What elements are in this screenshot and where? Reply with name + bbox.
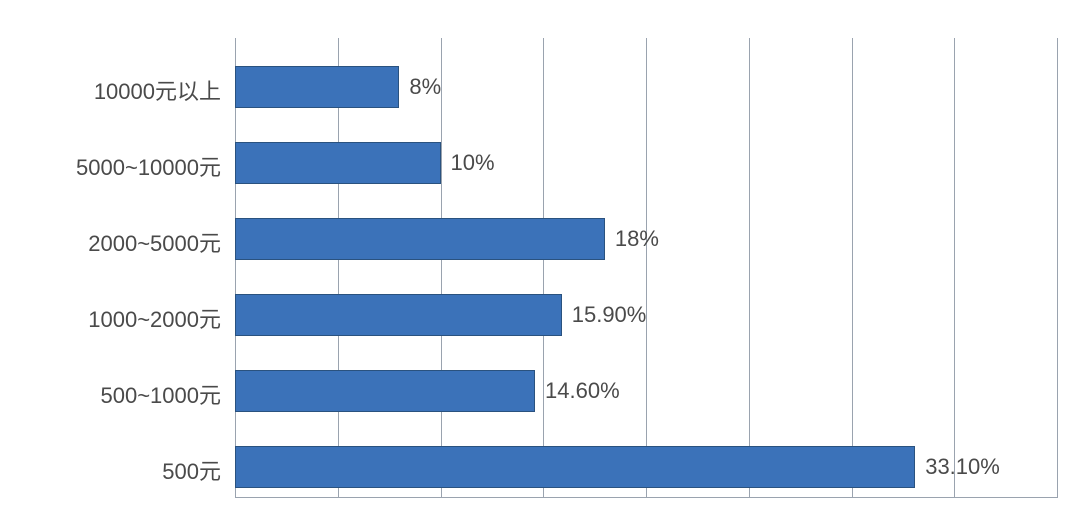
gridline — [543, 38, 544, 498]
bar — [235, 294, 562, 336]
bar-value-label: 10% — [451, 150, 495, 176]
bar — [235, 370, 535, 412]
bar-value-label: 33.10% — [925, 454, 1000, 480]
category-label: 500~1000元 — [0, 378, 221, 410]
bar-value-label: 8% — [409, 74, 441, 100]
category-label: 500元 — [0, 454, 221, 486]
category-label: 10000元以上 — [0, 74, 221, 106]
bar — [235, 142, 441, 184]
gridline — [954, 38, 955, 498]
category-label: 5000~10000元 — [0, 150, 221, 182]
x-axis-line — [235, 497, 1057, 498]
plot-area: 8% 10% 18% 15.90% 14.60% 33.10% — [235, 38, 1057, 498]
bar — [235, 66, 399, 108]
bar-value-label: 15.90% — [572, 302, 647, 328]
gridline — [1057, 38, 1058, 498]
gridline — [646, 38, 647, 498]
bar-value-label: 18% — [615, 226, 659, 252]
category-label: 2000~5000元 — [0, 226, 221, 258]
bar — [235, 446, 915, 488]
category-label: 1000~2000元 — [0, 302, 221, 334]
gridline — [852, 38, 853, 498]
gridline — [441, 38, 442, 498]
gridline — [749, 38, 750, 498]
bar — [235, 218, 605, 260]
bar-chart: 8% 10% 18% 15.90% 14.60% 33.10% 10000元以上 5000~1… — [0, 0, 1082, 515]
bar-value-label: 14.60% — [545, 378, 620, 404]
